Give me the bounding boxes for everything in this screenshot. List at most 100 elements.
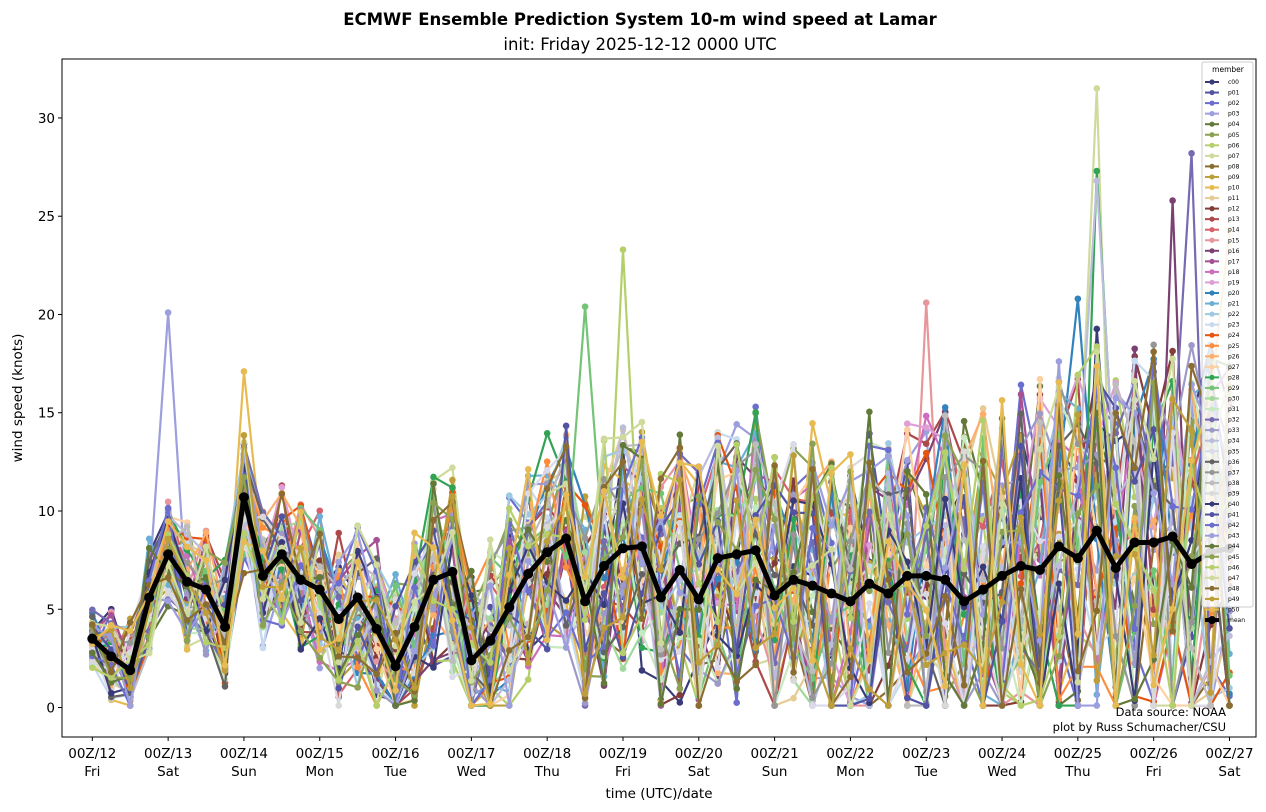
- legend-label: p49: [1228, 596, 1240, 603]
- member-point: [1150, 681, 1157, 689]
- member-point: [790, 452, 797, 459]
- member-point: [411, 702, 418, 709]
- legend-marker: [1209, 300, 1215, 307]
- member-point: [524, 466, 532, 473]
- mean-point: [617, 543, 628, 554]
- member-point: [373, 536, 380, 544]
- legend-label: p22: [1228, 311, 1240, 318]
- member-point: [619, 441, 627, 449]
- member-point: [164, 309, 172, 316]
- y-axis: 0 5 10 15 20 25 30: [38, 111, 62, 717]
- member-point: [543, 514, 551, 521]
- member-point: [335, 702, 343, 709]
- member-point: [657, 656, 665, 663]
- member-point: [505, 622, 513, 629]
- member-point: [790, 585, 797, 592]
- member-point: [259, 595, 267, 603]
- member-point: [1093, 482, 1101, 490]
- member-point: [202, 573, 210, 581]
- member-point: [562, 491, 570, 499]
- member-point: [240, 431, 248, 439]
- member-point: [714, 680, 722, 687]
- mean-point: [845, 596, 856, 607]
- member-point: [1093, 607, 1101, 615]
- member-point: [487, 615, 494, 622]
- member-point: [1017, 442, 1025, 450]
- member-point: [809, 465, 816, 473]
- legend-item-p44: p44: [1205, 543, 1240, 550]
- y-tick-label: 30: [38, 111, 55, 127]
- y-tick-label: 0: [46, 701, 55, 717]
- legend-item-p14: p14: [1205, 227, 1240, 234]
- legend-label: p44: [1228, 543, 1240, 550]
- member-point: [979, 543, 987, 550]
- legend-item-p47: p47: [1205, 575, 1240, 582]
- member-point: [183, 523, 191, 531]
- member-point: [581, 501, 589, 509]
- member-point: [752, 644, 759, 652]
- member-point: [373, 561, 380, 569]
- member-point: [1017, 410, 1025, 418]
- member-point: [979, 702, 987, 709]
- member-point: [1074, 411, 1082, 418]
- member-point: [449, 616, 456, 624]
- member-point: [335, 558, 343, 566]
- member-point: [790, 531, 797, 539]
- member-point: [164, 535, 172, 543]
- legend-marker: [1209, 248, 1215, 254]
- mean-point: [352, 592, 363, 603]
- member-point: [790, 635, 797, 642]
- member-point: [1131, 602, 1139, 610]
- legend-marker: [1209, 406, 1215, 412]
- member-point: [183, 559, 191, 567]
- legend: member c00 p01 p02 p03 p04 p05 p06 p07 p08 p09 p10…: [1201, 61, 1254, 625]
- legend-marker: [1208, 616, 1216, 625]
- member-point: [392, 602, 399, 610]
- legend-marker: [1209, 585, 1215, 592]
- member-point: [297, 562, 305, 569]
- member-point: [354, 637, 361, 645]
- legend-marker: [1209, 490, 1215, 497]
- legend-label: p18: [1228, 269, 1240, 276]
- member-point: [1017, 580, 1025, 587]
- member-point: [1036, 637, 1044, 644]
- member-point: [600, 583, 608, 591]
- x-tick-label: 00Z/19: [599, 746, 647, 762]
- legend-label: c00: [1228, 79, 1239, 86]
- legend-item-p48: p48: [1205, 585, 1240, 592]
- mean-point: [1015, 561, 1026, 572]
- member-point: [979, 410, 987, 418]
- member-point: [828, 545, 835, 553]
- legend-label: p50: [1228, 607, 1240, 614]
- legend-marker: [1209, 332, 1215, 338]
- legend-item-p36: p36: [1205, 459, 1240, 466]
- credit-data-source: Data source: NOAA: [1116, 705, 1226, 719]
- member-point: [638, 644, 646, 652]
- member-point: [505, 492, 513, 499]
- member-point: [790, 669, 797, 676]
- member-point: [1169, 503, 1176, 510]
- member-point: [89, 621, 96, 628]
- member-point: [714, 510, 722, 517]
- member-point: [960, 611, 968, 618]
- member-point: [1017, 509, 1025, 516]
- member-point: [885, 440, 892, 447]
- member-point: [1131, 345, 1139, 353]
- member-point: [600, 435, 608, 442]
- member-point: [619, 582, 627, 589]
- member-point: [505, 571, 513, 579]
- y-tick-label: 15: [38, 406, 55, 422]
- member-point: [562, 597, 570, 604]
- mean-point: [997, 570, 1008, 581]
- member-point: [695, 579, 703, 587]
- member-point: [733, 590, 741, 598]
- mean-point: [712, 553, 723, 564]
- member-point: [676, 512, 684, 519]
- member-point: [487, 625, 494, 633]
- member-point: [1093, 363, 1101, 370]
- mean-point: [542, 547, 553, 558]
- member-point: [297, 545, 305, 552]
- mean-point: [1072, 553, 1083, 564]
- member-point: [903, 702, 911, 709]
- member-point: [600, 574, 608, 582]
